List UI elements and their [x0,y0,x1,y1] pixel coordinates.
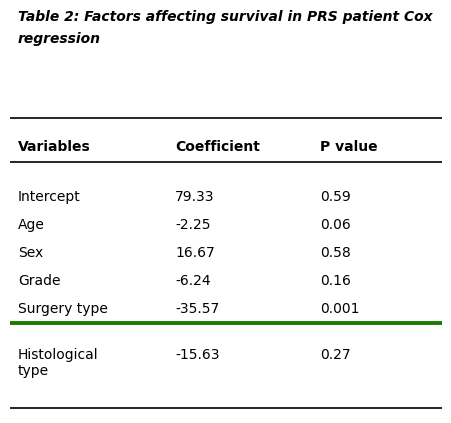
Text: 0.16: 0.16 [319,274,350,288]
Text: Sex: Sex [18,246,43,260]
Text: 79.33: 79.33 [175,190,214,204]
Text: -35.57: -35.57 [175,302,219,316]
Text: Histological
type: Histological type [18,348,98,378]
Text: Coefficient: Coefficient [175,140,259,154]
Text: 0.06: 0.06 [319,218,350,232]
Text: -15.63: -15.63 [175,348,219,362]
Text: 0.001: 0.001 [319,302,359,316]
Text: 0.59: 0.59 [319,190,350,204]
Text: Intercept: Intercept [18,190,81,204]
Text: Surgery type: Surgery type [18,302,108,316]
Text: regression: regression [18,32,101,46]
Text: -2.25: -2.25 [175,218,210,232]
Text: Table 2: Factors affecting survival in PRS patient Cox: Table 2: Factors affecting survival in P… [18,10,432,24]
Text: 0.27: 0.27 [319,348,350,362]
Text: -6.24: -6.24 [175,274,210,288]
Text: 16.67: 16.67 [175,246,214,260]
Text: P value: P value [319,140,377,154]
Text: Grade: Grade [18,274,60,288]
Text: Variables: Variables [18,140,91,154]
Text: 0.58: 0.58 [319,246,350,260]
Text: Age: Age [18,218,45,232]
